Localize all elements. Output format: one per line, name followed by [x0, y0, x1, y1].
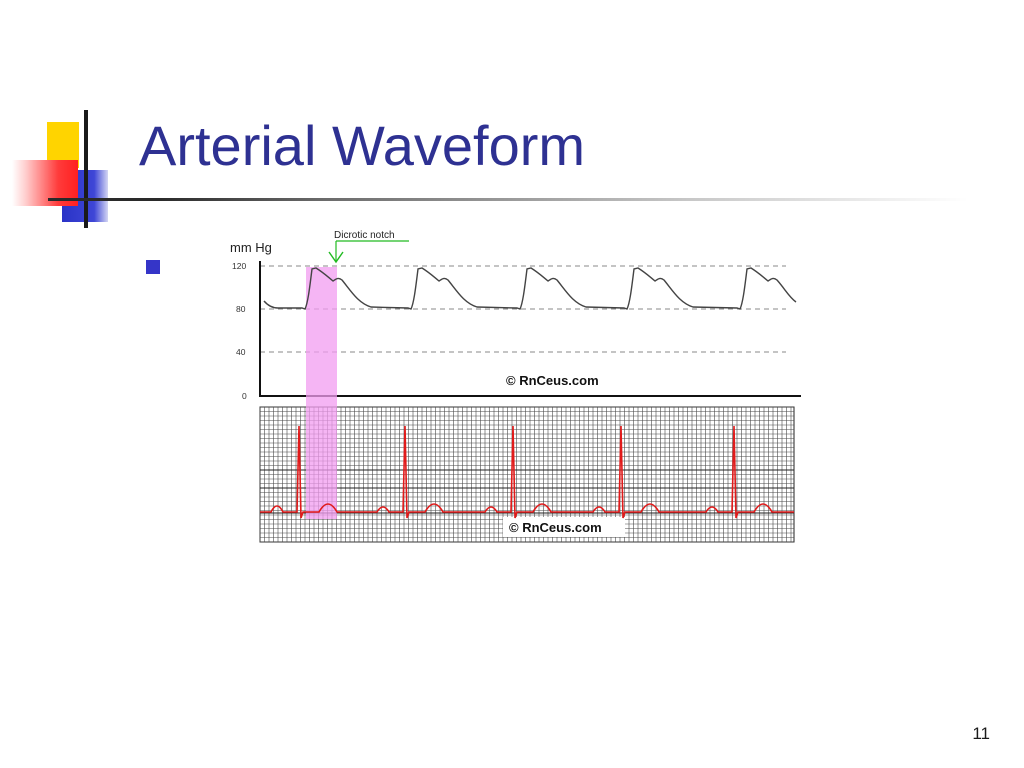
y-axis-label: mm Hg — [230, 240, 272, 255]
bullet-square-icon — [146, 260, 160, 274]
ecg-waveform — [260, 425, 794, 519]
ecg-panel: © RnCeus.com — [259, 406, 795, 543]
waveform-diagram: mm Hg 120 80 40 0 © RnCeus.com © RnCeus.… — [230, 230, 801, 543]
arterial-pressure-waveform — [263, 267, 797, 310]
annotation-arrow-icon — [328, 251, 344, 264]
arterial-waveform-figure: mm Hg 120 80 40 0 © RnCeus.com © RnCeus.… — [226, 225, 801, 545]
pressure-panel: mm Hg 120 80 40 0 © RnCeus.com — [230, 240, 801, 401]
title-underline — [48, 198, 968, 201]
cycle-highlight-band — [306, 267, 337, 519]
dicrotic-notch-label: Dicrotic notch — [334, 230, 395, 241]
copyright-watermark-top: © RnCeus.com — [506, 373, 599, 388]
y-tick-80: 80 — [236, 304, 246, 314]
ecg-grid-major-lines — [260, 469, 794, 514]
watermark-background — [503, 517, 625, 537]
copyright-watermark-bottom: © RnCeus.com — [509, 520, 602, 535]
dicrotic-notch-annotation: Dicrotic notch — [328, 230, 409, 264]
slide-number: 11 — [972, 724, 990, 743]
slide-title: Arterial Waveform — [139, 114, 586, 177]
decor-vertical-line — [84, 110, 88, 228]
y-tick-0: 0 — [242, 391, 247, 401]
y-tick-120: 120 — [232, 261, 246, 271]
y-tick-40: 40 — [236, 347, 246, 357]
